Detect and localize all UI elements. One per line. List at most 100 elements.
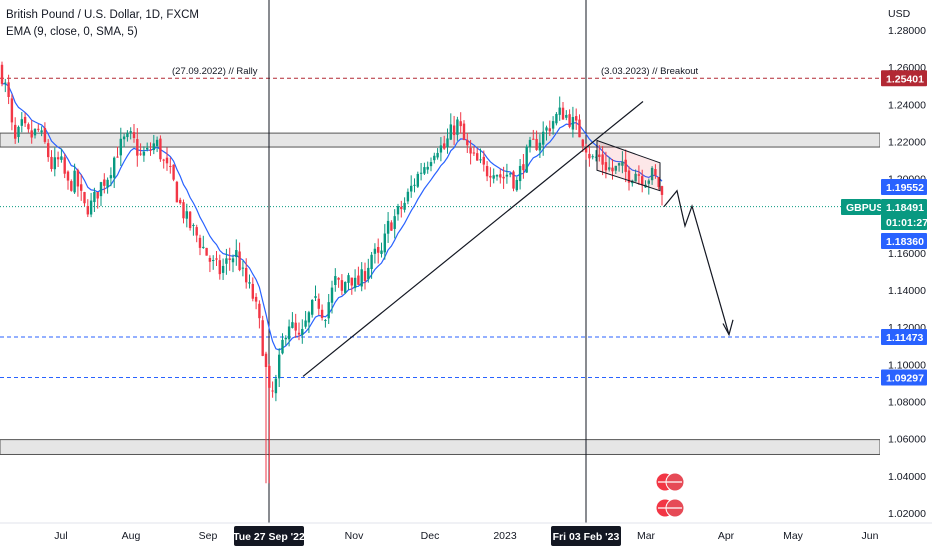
rally-high-badge[interactable] [881,70,927,87]
candle-body [538,142,542,151]
indicator-label[interactable]: EMA (9, close, 0, SMA, 5) [6,26,138,38]
candle-body [634,173,637,182]
candle-body [188,211,192,229]
candle-body [485,166,489,177]
candle-body [575,116,578,121]
candle-body [502,176,505,179]
candle-body [254,296,258,302]
candle-body [238,251,241,271]
candle-body [60,156,63,160]
candle-body [403,202,406,210]
candle-body [287,326,291,340]
candle-body [248,282,251,284]
candle-body [132,132,136,139]
time-tick-label: 2023 [493,530,517,542]
candle-body [106,179,109,188]
candle-body [271,390,274,392]
candle-body [113,157,116,178]
candle-body [4,82,7,84]
annotation-rally[interactable]: (27.09.2022) // Rally [172,66,258,77]
sr-zone[interactable] [0,439,881,455]
chart-legend: British Pound / U.S. Dollar, 1D, FXCM EM… [6,7,199,41]
candle-body [245,267,248,283]
candle-body [149,149,152,151]
candle-body [452,125,456,136]
highlight-date-1[interactable] [234,526,304,546]
symbol-title[interactable]: British Pound / U.S. Dollar, 1D, FXCM [6,9,200,21]
time-tick-label: Apr [718,530,735,542]
candle-body [30,130,33,138]
candle-body [258,303,261,319]
candle-body [380,250,383,254]
candle-body [522,164,525,171]
candle-body [657,177,660,187]
price-tick-label: 1.28000 [888,25,926,37]
candle-body [350,277,353,286]
candle-body [274,378,278,394]
time-tick-label: Sep [199,530,218,542]
candle-body [624,159,627,172]
candle-body [568,114,571,127]
candle-body [175,181,179,203]
candle-body [66,171,70,181]
candle-body [129,131,132,133]
candle-body [86,206,89,215]
annotation-breakout[interactable]: (3.03.2023) // Breakout [601,66,699,77]
last-price-badge[interactable] [881,199,927,215]
symbol-badge[interactable] [841,199,881,215]
candle-body [83,192,86,204]
candle-body [89,200,93,215]
target-1-badge[interactable] [881,329,927,346]
highlight-date-2[interactable] [551,526,621,546]
candle-body [492,175,495,179]
candle-body [0,64,4,84]
bull-flag-channel[interactable] [596,139,661,192]
candle-body [53,157,56,170]
candle-body [528,139,532,147]
price-tick-label: 1.22000 [888,136,926,148]
candle-body [594,156,598,158]
target-2-badge[interactable] [881,369,927,386]
candle-body [334,276,337,286]
price-badge-upper[interactable] [881,178,927,195]
countdown-badge[interactable] [881,214,927,230]
candle-body [558,107,561,115]
candle-body [93,191,96,203]
trendline[interactable] [302,101,644,377]
candle-body [611,167,614,172]
candle-body [314,296,317,298]
candle-body [561,107,565,120]
candle-body [650,167,654,181]
candle-body [495,175,499,177]
candle-body [17,126,20,137]
candle-body [499,174,502,178]
candle-body [278,354,281,379]
sr-zone[interactable] [0,132,881,148]
candle-body [185,211,188,219]
price-tick-label: 1.02000 [888,508,926,520]
price-scale-bg [880,0,932,523]
candle-body [476,153,479,161]
projection-path[interactable] [663,189,730,335]
rally-high-badge-text: 1.25401 [886,73,924,85]
price-tick-label: 1.08000 [888,397,926,409]
candle-body [165,157,169,164]
candle-body [169,165,172,167]
target-1-badge-text: 1.11473 [886,332,924,344]
candle-body [20,119,23,126]
candle-body [416,173,419,187]
price-badge-lower[interactable] [881,233,927,249]
candle-body [337,277,340,280]
candle-body [608,167,611,170]
candle-body [419,172,423,174]
candle-body [7,82,10,97]
candle-body [268,365,271,388]
candle-body [103,179,106,186]
target-2-badge-text: 1.09297 [886,372,924,384]
candle-body [139,153,142,155]
candle-body [80,184,83,191]
candle-body [505,174,509,177]
currency-label: USD [888,8,911,20]
